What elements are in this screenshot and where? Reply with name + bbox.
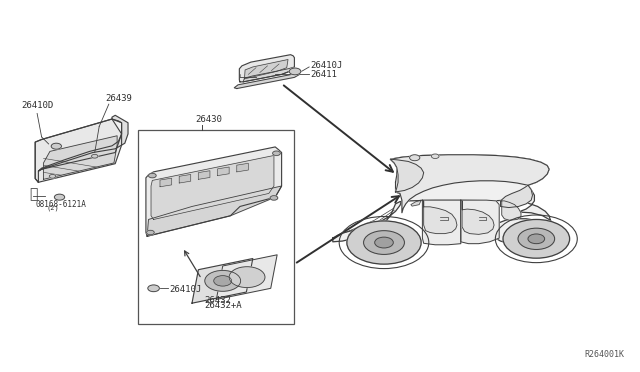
Polygon shape bbox=[244, 60, 288, 79]
Polygon shape bbox=[216, 255, 277, 299]
Polygon shape bbox=[333, 155, 554, 245]
Circle shape bbox=[518, 228, 555, 250]
Circle shape bbox=[528, 234, 545, 244]
Circle shape bbox=[148, 173, 156, 178]
Polygon shape bbox=[192, 259, 253, 303]
Text: (2): (2) bbox=[47, 205, 60, 211]
Circle shape bbox=[270, 196, 278, 200]
Circle shape bbox=[49, 174, 56, 178]
Polygon shape bbox=[461, 200, 499, 244]
Polygon shape bbox=[151, 155, 274, 219]
Polygon shape bbox=[44, 136, 117, 179]
Polygon shape bbox=[38, 115, 128, 171]
Circle shape bbox=[92, 154, 98, 158]
Text: 26439: 26439 bbox=[106, 94, 132, 103]
Text: R264001K: R264001K bbox=[584, 350, 624, 359]
Circle shape bbox=[431, 154, 439, 158]
Polygon shape bbox=[160, 178, 172, 187]
Text: 26411: 26411 bbox=[310, 70, 337, 79]
Circle shape bbox=[148, 285, 159, 292]
Circle shape bbox=[147, 230, 154, 235]
Circle shape bbox=[273, 151, 280, 155]
Text: 26410D: 26410D bbox=[22, 102, 54, 110]
Circle shape bbox=[289, 68, 301, 75]
Circle shape bbox=[54, 194, 65, 200]
Circle shape bbox=[214, 276, 232, 286]
Polygon shape bbox=[35, 119, 122, 182]
Circle shape bbox=[229, 267, 265, 288]
Bar bbox=[138, 130, 294, 324]
Polygon shape bbox=[35, 119, 122, 182]
Circle shape bbox=[347, 221, 421, 264]
Polygon shape bbox=[502, 201, 521, 220]
Text: 08168-6121A: 08168-6121A bbox=[35, 200, 86, 209]
Polygon shape bbox=[424, 201, 457, 234]
Polygon shape bbox=[179, 174, 191, 183]
Text: Ⓢ: Ⓢ bbox=[29, 187, 38, 201]
Polygon shape bbox=[234, 74, 300, 89]
Circle shape bbox=[364, 231, 404, 254]
Polygon shape bbox=[422, 200, 461, 245]
Text: 26410J: 26410J bbox=[310, 61, 342, 70]
Circle shape bbox=[51, 143, 61, 149]
Circle shape bbox=[503, 219, 570, 258]
Polygon shape bbox=[243, 67, 294, 82]
Polygon shape bbox=[198, 171, 210, 179]
Polygon shape bbox=[500, 185, 532, 208]
Polygon shape bbox=[462, 201, 494, 234]
Polygon shape bbox=[146, 147, 282, 236]
Text: 26430: 26430 bbox=[195, 115, 222, 124]
Circle shape bbox=[205, 270, 241, 291]
Polygon shape bbox=[147, 186, 282, 236]
Polygon shape bbox=[237, 163, 248, 172]
Text: 26432: 26432 bbox=[205, 296, 232, 305]
Circle shape bbox=[410, 155, 420, 161]
Polygon shape bbox=[390, 159, 424, 192]
Circle shape bbox=[375, 237, 393, 248]
Text: 26410J: 26410J bbox=[169, 285, 201, 294]
Text: 26432+A: 26432+A bbox=[205, 301, 243, 310]
Polygon shape bbox=[239, 55, 294, 82]
Polygon shape bbox=[411, 200, 421, 206]
Polygon shape bbox=[390, 155, 549, 213]
Polygon shape bbox=[218, 167, 229, 176]
